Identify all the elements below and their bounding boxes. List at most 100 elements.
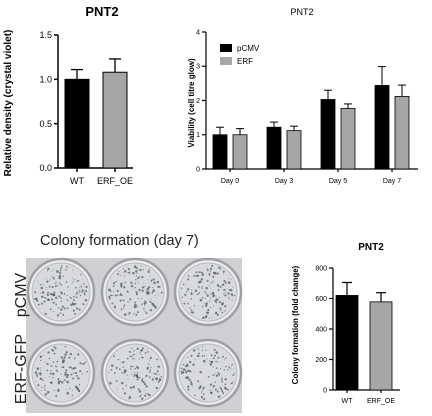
chart1-ytick-label: 0.0 — [39, 163, 52, 173]
colony-dot — [146, 393, 149, 395]
colony-dot — [212, 294, 215, 297]
chart3-bar — [335, 295, 359, 391]
colony-dot — [80, 274, 82, 276]
colony-dot — [111, 302, 114, 305]
colony-dot — [138, 390, 142, 393]
colony-dot — [121, 285, 123, 287]
colony-dot — [52, 372, 55, 376]
colony-dot — [143, 282, 145, 284]
colony-dot — [51, 285, 54, 289]
colony-dot — [213, 281, 215, 283]
colony-dot — [52, 301, 55, 304]
colony-dot — [56, 360, 59, 363]
colony-dot — [204, 304, 208, 307]
colony-dot — [126, 374, 128, 376]
colony-dot — [49, 293, 52, 296]
chart3-title: PNT2 — [358, 242, 384, 253]
colony-dot — [155, 295, 157, 297]
colony-dot — [121, 294, 124, 296]
colony-dish-well — [105, 343, 165, 403]
colony-dot — [135, 313, 138, 316]
colony-dot — [215, 301, 218, 304]
colony-dot — [131, 357, 134, 360]
colony-dot — [60, 356, 63, 359]
colony-dot — [143, 307, 145, 310]
colony-dot — [59, 271, 62, 274]
colony-dot — [52, 361, 55, 363]
colony-dot — [84, 293, 86, 296]
colony-dot — [40, 359, 42, 362]
chart2-bar-erf — [340, 107, 356, 170]
colony-dot — [193, 305, 196, 307]
colony-dot — [72, 295, 75, 298]
colony-dot — [221, 380, 224, 383]
colony-dot — [62, 358, 65, 362]
colony-dot — [143, 304, 146, 306]
colony-dot — [190, 354, 193, 357]
colony-dot — [46, 362, 49, 366]
colony-dot — [78, 383, 81, 386]
colony-dot — [123, 270, 127, 273]
colony-dot — [143, 389, 145, 391]
colony-dot — [228, 296, 230, 298]
colony-dot — [207, 375, 210, 378]
colony-dot — [201, 306, 204, 308]
colony-dish-well — [105, 262, 165, 322]
colony-dot — [196, 354, 200, 358]
colony-dot — [137, 297, 139, 299]
colony-dot — [223, 369, 225, 371]
chart-viability: PNT2 Viability (cell titre glow) 0 1 2 3 4 Da… — [187, 7, 418, 185]
colony-dot — [72, 278, 74, 279]
colony-dot — [53, 291, 55, 294]
colony-dot — [231, 363, 233, 366]
colony-dot — [64, 353, 67, 356]
colony-dot — [45, 288, 47, 290]
colony-dot — [45, 361, 46, 363]
colony-dot — [219, 285, 222, 288]
chart2-xtick-label: Day 5 — [329, 178, 347, 185]
colony-dot — [215, 311, 217, 313]
colony-dot — [150, 298, 152, 300]
colony-dot — [78, 308, 81, 311]
colony-dot — [63, 308, 65, 310]
colony-dot — [52, 311, 54, 313]
colony-dot — [188, 378, 191, 382]
colony-dot — [139, 353, 141, 355]
colony-dot — [75, 286, 77, 289]
chart1-ytick-label: 1.5 — [39, 30, 52, 40]
colony-dot — [217, 288, 220, 291]
colony-dot — [51, 348, 54, 351]
colony-dot — [187, 275, 190, 277]
colony-dot — [227, 292, 230, 295]
colony-dot — [57, 377, 60, 381]
colony-dot — [157, 380, 160, 383]
colony-dot — [215, 298, 217, 300]
colony-dot — [210, 287, 212, 289]
colony-dot — [213, 348, 216, 351]
colony-dot — [66, 381, 70, 384]
colony-dot — [223, 293, 225, 295]
colony-dot — [134, 287, 136, 289]
colony-dot — [73, 357, 76, 360]
colony-dot — [232, 374, 235, 377]
chart2-legend-label: ERF — [237, 57, 253, 66]
colony-dot — [47, 267, 50, 270]
colony-dot — [133, 313, 135, 315]
colony-dot — [77, 279, 80, 282]
colony-dot — [223, 288, 226, 291]
colony-dot — [36, 373, 38, 376]
colony-dot — [80, 286, 83, 288]
colony-dot — [144, 286, 146, 288]
chart3-xtick-label: WT — [342, 398, 354, 405]
colony-dot — [151, 291, 154, 294]
colony-dot — [133, 358, 135, 360]
colony-dot — [47, 280, 49, 282]
colony-dot — [116, 289, 119, 293]
chart-colony-formation: PNT2 Colony formation (fold change) 0 200… — [291, 242, 400, 405]
colony-dot — [222, 393, 224, 395]
colony-dot — [134, 353, 136, 355]
chart3-bar — [369, 301, 393, 391]
colony-dot — [154, 376, 156, 378]
colony-dot — [200, 278, 204, 281]
colony-dot — [187, 385, 190, 388]
